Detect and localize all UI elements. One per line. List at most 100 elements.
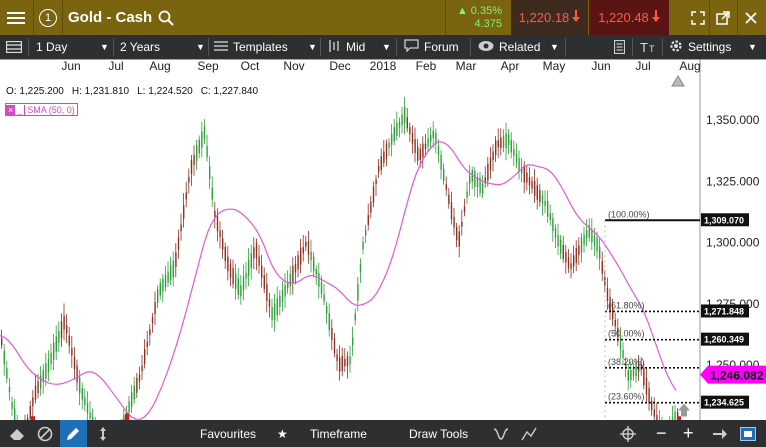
candle-body [180, 224, 182, 232]
chevron-down-icon[interactable]: ▼ [748, 42, 757, 52]
candle-body [417, 146, 419, 161]
indicator-underscore-icon[interactable]: _ [15, 104, 26, 115]
candle-body [440, 155, 442, 170]
candle-body [518, 158, 520, 173]
candle-body [401, 114, 403, 126]
candle-body [489, 157, 492, 171]
expand-icon[interactable] [688, 0, 708, 35]
scroll-marker-icon[interactable] [671, 75, 685, 87]
crosshair-icon[interactable] [620, 420, 636, 447]
candle-body [341, 356, 343, 372]
forum-label: Forum [424, 40, 459, 54]
document-icon[interactable] [614, 35, 625, 59]
popout-icon[interactable] [713, 0, 733, 35]
candle-body [201, 131, 203, 148]
forum-button[interactable]: Forum [404, 35, 459, 59]
candle-body [414, 139, 416, 153]
chevron-down-icon[interactable]: ▼ [308, 42, 317, 52]
eraser-icon[interactable] [8, 420, 26, 447]
trend-line-icon[interactable] [521, 420, 537, 447]
candle-body [42, 370, 44, 383]
candle-body [279, 295, 281, 307]
no-entry-icon[interactable] [37, 420, 53, 447]
related-button[interactable]: Related [478, 35, 540, 59]
candle-body [219, 230, 221, 238]
candle-body [643, 368, 645, 386]
candle-body [432, 130, 434, 139]
candle-body [549, 213, 551, 221]
zoom-out-button[interactable]: − [656, 423, 667, 443]
price-chart[interactable]: Jun Jul Aug Sep Oct Nov Dec 2018 Feb Mar Apr May Jun… [0, 59, 766, 420]
layout-icon[interactable] [6, 35, 22, 59]
chart-type-icon [327, 39, 341, 56]
move-arrows-icon[interactable] [96, 420, 110, 447]
candle-body [224, 246, 226, 261]
chevron-down-icon[interactable]: ▼ [100, 42, 109, 52]
candle-body [562, 244, 564, 259]
indicator-legend: × _ SMA (50, 0) [5, 103, 78, 116]
draw-tools-button[interactable]: Draw Tools [409, 420, 468, 447]
candle-body [513, 149, 515, 156]
candle-body [552, 218, 554, 232]
timeframe-select[interactable]: 1 Day [36, 35, 67, 59]
pencil-icon[interactable] [60, 420, 87, 447]
candle-body [677, 411, 679, 420]
candle-body [651, 400, 653, 411]
candle-body [599, 246, 601, 259]
wave-tool-icon[interactable] [493, 420, 509, 447]
candle-body [271, 307, 273, 320]
templates-button[interactable]: Templates [214, 35, 288, 59]
low-value: 1,224.520 [148, 86, 193, 97]
open-label: O: [6, 86, 17, 97]
x-tick-label: Jun [61, 59, 80, 73]
candle-body [409, 127, 411, 135]
candle-body [206, 146, 208, 158]
candle-body [313, 256, 315, 272]
red-down-arrow-icon [31, 416, 35, 420]
candle-body [146, 341, 148, 347]
close-icon[interactable] [741, 0, 761, 35]
candle-body [601, 260, 603, 274]
candle-body [404, 106, 406, 124]
range-select[interactable]: 2 Years [120, 35, 160, 59]
sell-price-button[interactable]: 1,220.18 [511, 0, 588, 35]
candle-body [315, 269, 317, 275]
settings-button[interactable]: Settings [669, 35, 731, 59]
chevron-down-icon[interactable]: ▼ [382, 42, 391, 52]
y-tick-label: 1,225.000 [706, 419, 760, 420]
candle-body [185, 192, 187, 200]
candle-body [40, 375, 42, 389]
chevron-down-icon[interactable]: ▼ [550, 42, 559, 52]
arrow-right-icon[interactable] [713, 420, 727, 447]
fullscreen-chart-icon[interactable] [740, 420, 756, 447]
candle-body [331, 327, 333, 340]
candle-body [398, 121, 401, 128]
hamburger-menu-icon[interactable] [0, 0, 32, 35]
zoom-in-button[interactable]: + [683, 423, 694, 443]
chart-toolbar: 1 Day ▼ 2 Years ▼ Templates ▼ Mid ▼ Foru… [0, 35, 766, 59]
candle-body [471, 170, 473, 182]
candle-body [492, 151, 494, 161]
candle-body [297, 255, 299, 270]
candle-body [203, 126, 206, 140]
candle-body [344, 358, 346, 367]
price-type-button[interactable]: Mid [327, 35, 365, 59]
candle-body [294, 264, 297, 273]
circled-one-icon[interactable]: 1 [34, 0, 62, 35]
sma-line [0, 141, 677, 420]
candle-body [183, 205, 185, 219]
search-icon[interactable] [156, 0, 176, 35]
candle-body [81, 388, 83, 400]
candle-body [445, 184, 447, 190]
buy-price-button[interactable]: 1,220.48 [589, 0, 669, 35]
chevron-down-icon[interactable]: ▼ [196, 42, 205, 52]
bottom-timeframe-label: Timeframe [310, 426, 367, 441]
candle-body [523, 165, 525, 183]
candle-body [177, 237, 180, 250]
timeframe-button[interactable]: Timeframe [310, 420, 367, 447]
favourites-button[interactable]: Favourites ★ [200, 420, 288, 447]
candle-body [292, 265, 294, 283]
candle-body [619, 336, 622, 350]
remove-indicator-icon[interactable]: × [6, 104, 16, 115]
